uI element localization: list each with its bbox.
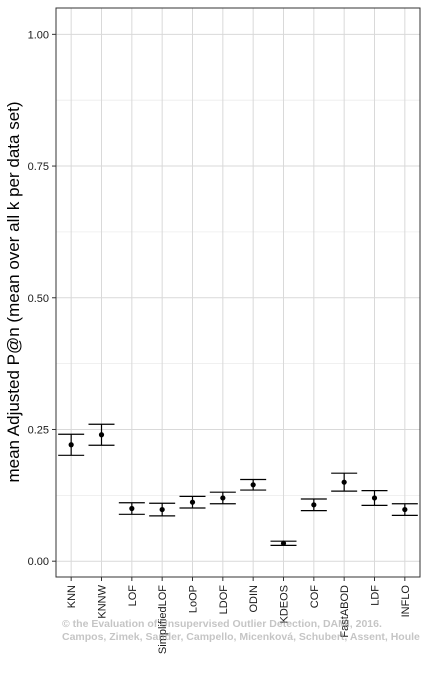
y-tick-label: 0.75 <box>28 161 49 173</box>
errorbar-group <box>240 478 267 491</box>
y-axis-title: mean Adjusted P@n (mean over all k per d… <box>4 101 23 482</box>
x-tick-label: INFLO <box>400 585 412 618</box>
data-point <box>341 479 347 485</box>
errorbar-group <box>179 495 206 509</box>
y-tick-label: 0.00 <box>28 556 49 568</box>
data-point <box>220 495 226 501</box>
x-tick-label: LDF <box>370 585 382 606</box>
axis-labels: 0.00 0.25 0.50 0.75 1.00 KNN KNNW LOF Simplified… <box>28 29 412 654</box>
x-tick-label: LDOF <box>218 585 230 615</box>
data-point <box>280 540 287 546</box>
errorbar-group <box>118 502 145 515</box>
y-tick-label: 0.25 <box>28 424 49 436</box>
x-tick-label: LOF <box>127 585 139 607</box>
data-point <box>189 499 196 505</box>
x-tick-label: KNNW <box>97 584 109 618</box>
errorbar-group <box>270 540 297 546</box>
y-tick-label: 0.50 <box>28 293 49 305</box>
x-tick-label: SimplifiedLOF <box>157 585 169 654</box>
errorbar-group <box>88 423 115 446</box>
data-point <box>371 495 378 501</box>
x-tick-label: KDEOS <box>279 585 291 624</box>
x-tick-label: COF <box>309 585 321 609</box>
errorbar-group <box>58 433 85 456</box>
errorbar-group <box>300 498 327 512</box>
panel-border <box>55 7 421 578</box>
x-tick-label: LoOP <box>188 585 200 613</box>
data-point <box>129 505 135 512</box>
plot-background <box>56 8 420 577</box>
axes <box>52 7 421 581</box>
errorbar-group <box>361 489 388 506</box>
grid-lines <box>56 8 420 577</box>
data-point <box>402 506 408 513</box>
errorbar-group <box>391 503 418 516</box>
x-tick-label: FastABOD <box>339 585 351 638</box>
data-point <box>68 442 74 448</box>
data-point <box>250 482 256 488</box>
y-tick-label: 1.00 <box>28 29 49 41</box>
x-tick-label: KNN <box>66 585 78 608</box>
x-tick-label: ODIN <box>248 585 260 613</box>
errorbar-group <box>149 502 176 517</box>
errorbar-group <box>209 491 236 505</box>
data-marks <box>58 423 418 546</box>
data-point <box>159 506 165 513</box>
data-point <box>311 502 317 508</box>
data-point <box>98 432 105 438</box>
errorbar-group <box>331 472 358 492</box>
